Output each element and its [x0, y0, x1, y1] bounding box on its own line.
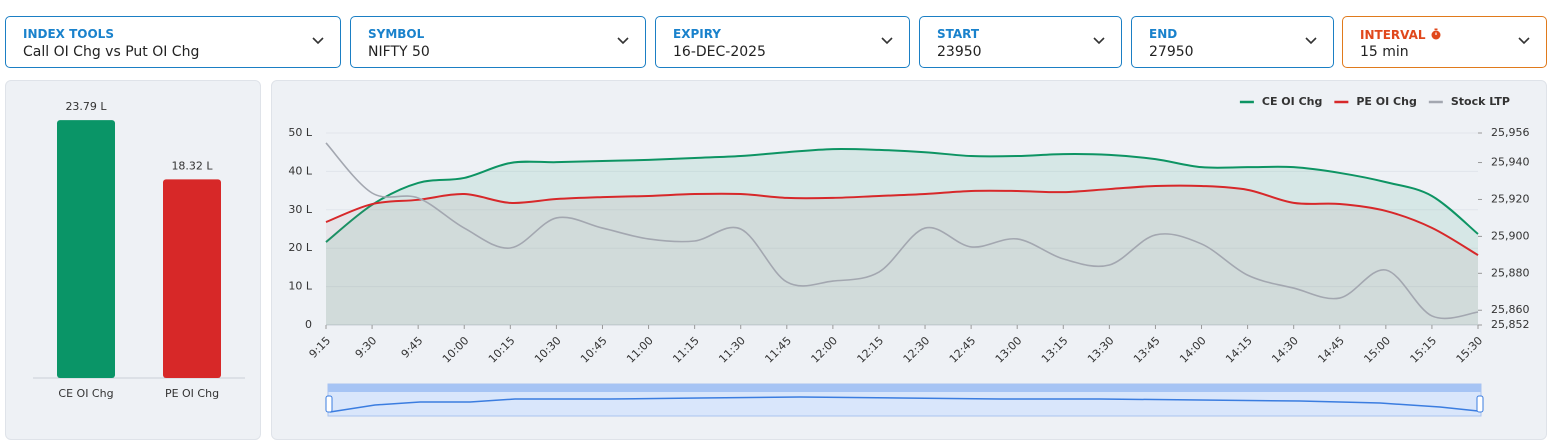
dropdown-value: 23950	[937, 44, 982, 60]
x-tick-label: 11:00	[624, 334, 656, 366]
dropdown[interactable]: INDEX TOOLS Call OI Chg vs Put OI Chg	[5, 16, 341, 68]
x-tick-label: 9:15	[307, 334, 334, 361]
x-tick-label: 13:45	[1131, 334, 1163, 366]
x-tick-label: 15:00	[1361, 334, 1393, 366]
y2-tick-label: 25,880	[1491, 266, 1530, 279]
page: INDEX TOOLS Call OI Chg vs Put OI Chg SY…	[5, 16, 1547, 440]
dropdown-value: NIFTY 50	[368, 44, 430, 60]
line-panel	[271, 80, 1547, 440]
x-tick-label: 9:30	[353, 334, 380, 361]
y2-tick-label: 25,900	[1491, 229, 1530, 242]
y-tick-label: 20 L	[288, 241, 312, 254]
x-tick-label: 11:45	[762, 334, 794, 366]
y-tick-label: 30 L	[288, 203, 312, 216]
y2-tick-label: 25,860	[1491, 303, 1530, 316]
bar	[163, 179, 221, 378]
x-tick-label: 14:30	[1269, 334, 1301, 366]
x-tick-label: 15:15	[1408, 334, 1440, 366]
x-tick-label: 12:15	[855, 334, 887, 366]
charts: 23.79 L CE OI Chg 18.32 L PE OI Chg 0 10 L 20 …	[33, 95, 1530, 417]
dropdown-label: START	[937, 27, 980, 41]
y-tick-label: 40 L	[288, 164, 312, 177]
x-tick-label: 13:30	[1085, 334, 1117, 366]
x-tick-label: 10:30	[532, 334, 564, 366]
y-tick-label: 0	[305, 318, 312, 331]
x-tick-label: 10:00	[440, 334, 472, 366]
x-tick-label: 11:30	[716, 334, 748, 366]
y2-tick-label: 25,852	[1491, 318, 1530, 331]
y-tick-label: 50 L	[288, 126, 312, 139]
x-tick-label: 9:45	[399, 334, 426, 361]
dropdown-value: 27950	[1149, 44, 1194, 60]
series-line	[325, 148, 1479, 243]
dropdown-value: Call OI Chg vs Put OI Chg	[23, 44, 200, 60]
dropdown[interactable]: SYMBOL NIFTY 50	[350, 16, 646, 68]
bar-value-label: 23.79 L	[65, 100, 107, 113]
series-line	[325, 184, 1479, 256]
x-tick-label: 12:45	[947, 334, 979, 366]
x-tick-label: PE OI Chg	[165, 387, 219, 400]
legend-label: PE OI Chg	[1356, 95, 1416, 108]
dropdown-label: END	[1149, 27, 1178, 41]
area-fill	[326, 185, 1478, 325]
series-line	[325, 142, 1479, 320]
x-tick-label: 14:15	[1223, 334, 1255, 366]
dropdown[interactable]: START 23950	[919, 16, 1122, 68]
y2-tick-label: 25,940	[1491, 156, 1530, 169]
dropdown-value: 15 min	[1360, 44, 1409, 60]
x-tick-label: 13:15	[1039, 334, 1071, 366]
dropdown[interactable]: INTERVAL 15 min	[1342, 16, 1547, 68]
x-tick-label: 10:15	[486, 334, 518, 366]
dropdown[interactable]: END 27950	[1131, 16, 1334, 68]
x-tick-label: 14:00	[1177, 334, 1209, 366]
area-fill	[326, 149, 1478, 325]
dropdown-label: INTERVAL	[1360, 27, 1442, 42]
x-tick-label: 12:30	[901, 334, 933, 366]
dropdown-label: EXPIRY	[673, 27, 721, 41]
x-tick-label: 11:15	[670, 334, 702, 366]
y-tick-label: 10 L	[288, 280, 312, 293]
y2-tick-label: 25,920	[1491, 192, 1530, 205]
x-tick-label: 15:30	[1454, 334, 1486, 366]
x-tick-label: 10:45	[578, 334, 610, 366]
legend-label: CE OI Chg	[1262, 95, 1322, 108]
bar	[57, 120, 115, 379]
legend-label: Stock LTP	[1451, 95, 1510, 108]
x-tick-label: 14:45	[1315, 334, 1347, 366]
dropdown-label: SYMBOL	[368, 27, 425, 41]
x-tick-label: CE OI Chg	[58, 387, 113, 400]
y2-tick-label: 25,956	[1491, 126, 1530, 139]
zoom-slider[interactable]	[325, 383, 1484, 417]
bar-value-label: 18.32 L	[171, 159, 213, 172]
dropdown-value: 16-DEC-2025	[673, 44, 766, 60]
x-tick-label: 12:00	[809, 334, 841, 366]
x-tick-label: 13:00	[993, 334, 1025, 366]
dropdown-label: INDEX TOOLS	[23, 27, 114, 41]
dropdown[interactable]: EXPIRY 16-DEC-2025	[655, 16, 910, 68]
